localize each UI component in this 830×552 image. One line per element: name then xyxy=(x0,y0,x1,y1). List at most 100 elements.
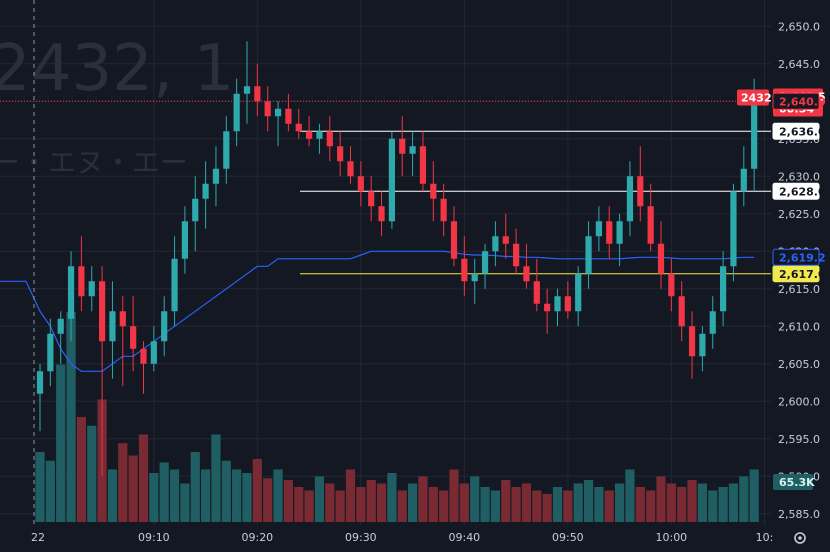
volume-bar xyxy=(387,473,397,522)
time-axis-ticks: 22 09:10 09:20 09:30 09:40 09:50 10:00 10: xyxy=(31,531,773,544)
candle xyxy=(202,161,209,229)
candle xyxy=(533,258,540,312)
h-line-tag: 2,640.0 xyxy=(772,92,826,110)
candle-body xyxy=(192,198,199,222)
candle-body xyxy=(181,221,188,259)
volume-bar xyxy=(604,490,614,522)
y-tick-label: 2,615.0 xyxy=(778,283,820,296)
x-tick-label: 09:30 xyxy=(345,531,377,544)
volume-bar xyxy=(283,480,293,522)
candle xyxy=(595,206,602,252)
candle-body xyxy=(274,108,282,117)
volume-bar xyxy=(56,364,66,522)
volume-bar xyxy=(408,483,418,522)
volume-bar xyxy=(615,483,625,522)
candle-body xyxy=(150,341,157,364)
candle-body xyxy=(264,101,271,117)
volume-bar xyxy=(428,487,438,522)
candle-body xyxy=(626,176,634,222)
candle-body xyxy=(709,311,716,334)
candle-body xyxy=(223,131,230,169)
volume-bar xyxy=(470,476,480,522)
candle xyxy=(554,288,561,327)
volume-bar xyxy=(397,490,407,522)
candle-body xyxy=(212,168,220,184)
volume-bar xyxy=(242,473,252,522)
candle-body xyxy=(78,266,85,297)
candle-body xyxy=(337,146,344,162)
candle-body xyxy=(585,236,592,274)
watermark-text: 2432, 1 xyxy=(0,32,234,106)
volume-bar xyxy=(573,483,583,522)
volume-bar xyxy=(138,434,149,522)
candle xyxy=(450,206,458,267)
x-tick-label: 09:20 xyxy=(241,531,273,544)
candle xyxy=(295,108,302,139)
candle xyxy=(243,41,251,124)
candle xyxy=(212,146,220,207)
volume-bar xyxy=(128,455,138,522)
candle xyxy=(647,183,654,252)
candle-body xyxy=(720,266,727,312)
candle xyxy=(47,318,54,387)
candle-body xyxy=(254,86,261,102)
candle xyxy=(88,266,95,312)
candle xyxy=(740,146,747,207)
volume-bar xyxy=(697,483,707,522)
candle-body xyxy=(306,131,313,139)
volume-bar xyxy=(314,476,325,522)
candle xyxy=(699,326,706,372)
candle xyxy=(409,131,416,177)
candle xyxy=(233,78,240,147)
candle-body xyxy=(668,273,675,297)
volume-bar xyxy=(211,434,221,522)
volume-bar xyxy=(201,469,211,522)
time-axis[interactable] xyxy=(0,526,771,552)
candle-body xyxy=(378,206,385,222)
candle xyxy=(399,116,406,177)
candle-body xyxy=(595,221,602,237)
candle-body xyxy=(47,333,54,372)
x-tick-label: 09:10 xyxy=(138,531,170,544)
candle xyxy=(606,206,613,259)
candle-body xyxy=(316,131,323,139)
volume-bar xyxy=(646,490,656,522)
h-line-tag: 2,636.0 xyxy=(772,122,826,140)
volume-bar xyxy=(169,469,180,522)
candle xyxy=(347,146,354,184)
candle xyxy=(544,288,551,334)
volume-bar xyxy=(263,478,273,522)
volume-bar xyxy=(708,490,718,522)
volume-bar xyxy=(45,460,55,522)
candle xyxy=(513,228,520,274)
horizontal-lines xyxy=(0,100,771,275)
y-tick-label: 2,625.0 xyxy=(778,208,820,221)
candle-body xyxy=(647,206,654,244)
h-line-tag-text: 2,617.0 xyxy=(779,268,826,281)
volume-bar xyxy=(728,483,739,522)
candle-body xyxy=(481,251,489,274)
volume-bar xyxy=(542,494,552,522)
volume-bar xyxy=(356,487,366,522)
y-tick-label: 2,610.0 xyxy=(778,320,820,333)
candle xyxy=(223,116,230,184)
volume-bar xyxy=(666,483,676,522)
volume-bar xyxy=(439,490,449,522)
candle-body xyxy=(461,258,468,282)
candle xyxy=(626,161,634,237)
candle-body xyxy=(523,266,530,282)
settings-gear-icon[interactable] xyxy=(794,532,806,544)
volume-bar xyxy=(418,476,428,522)
volume-bar xyxy=(718,487,728,522)
candle-body xyxy=(243,86,251,94)
candle xyxy=(492,221,499,267)
volume-bar xyxy=(335,490,345,522)
volume-bar xyxy=(107,469,118,522)
candle-body xyxy=(533,281,540,304)
volume-bar xyxy=(376,483,387,522)
volume-bar xyxy=(232,469,242,522)
candle xyxy=(36,363,44,432)
candle xyxy=(119,296,126,387)
candle xyxy=(575,266,582,327)
